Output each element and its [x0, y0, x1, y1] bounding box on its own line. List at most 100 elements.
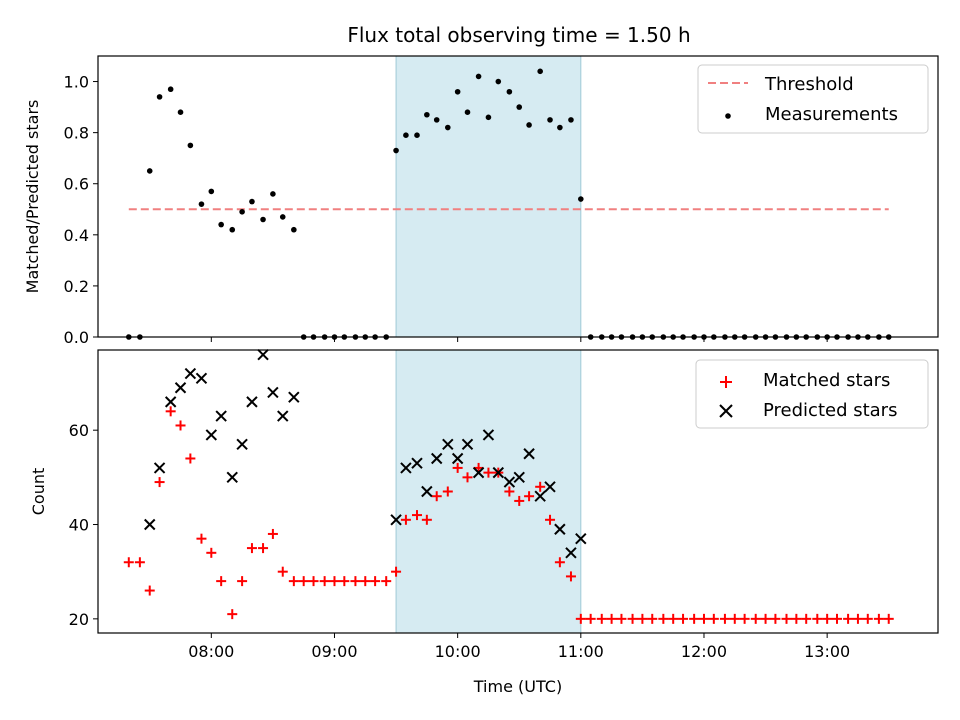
legend-box [695, 359, 929, 429]
matched-point [616, 613, 627, 624]
predicted-point [482, 429, 495, 441]
legend-threshold-label: Threshold [764, 74, 854, 95]
predicted-point [492, 466, 505, 479]
predicted-point [421, 485, 433, 498]
matched-point [391, 566, 402, 577]
measurement-point [403, 132, 409, 138]
matched-point [196, 533, 207, 544]
matched-point [668, 613, 679, 624]
predicted-point [153, 462, 166, 474]
matched-point [165, 406, 176, 417]
matched-point [329, 576, 340, 587]
matched-point [258, 543, 269, 554]
predicted-point [288, 391, 300, 403]
matched-point [708, 613, 719, 624]
predicted-point [442, 438, 454, 451]
measurement-point [557, 124, 563, 131]
matched-point [862, 613, 873, 624]
measurement-point [537, 68, 543, 75]
matched-point [606, 613, 617, 624]
measurement-point [444, 124, 451, 131]
matched-point [123, 557, 134, 568]
x-tick-label: 10:00 [435, 642, 481, 661]
matched-point [370, 576, 381, 587]
measurement-point [239, 209, 245, 215]
measurement-point [578, 196, 584, 202]
y-tick-label: 40 [69, 516, 89, 535]
matched-point [750, 613, 761, 624]
x-tick-label: 08:00 [188, 642, 234, 661]
predicted-point [554, 523, 566, 535]
predicted-point [431, 452, 443, 465]
matched-point [812, 613, 823, 624]
x-tick-label: 09:00 [311, 642, 357, 661]
matched-point [535, 481, 546, 492]
matched-point [596, 613, 607, 624]
legend-measurements-swatch [725, 113, 731, 119]
predicted-point [267, 386, 279, 399]
matched-point [822, 613, 833, 624]
predicted-point [544, 481, 556, 493]
matched-point [801, 613, 812, 624]
matched-point [185, 453, 196, 464]
measurement-point [156, 94, 163, 100]
matched-point [277, 566, 288, 577]
measurement-point [433, 117, 440, 123]
measurement-point [279, 214, 286, 220]
matched-point [298, 576, 309, 587]
matched-point [308, 576, 319, 587]
x-tick-label: 13:00 [804, 642, 850, 661]
measurement-point [475, 73, 482, 80]
measurement-point [198, 201, 205, 207]
predicted-point [184, 367, 197, 380]
matched-point [237, 576, 248, 587]
predicted-point [411, 457, 423, 469]
legend: Matched stars Predicted stars [695, 359, 929, 429]
measurement-point [146, 168, 153, 174]
matched-point [206, 547, 217, 558]
predicted-point [164, 396, 177, 408]
matched-point [698, 613, 709, 624]
predicted-point [523, 448, 535, 460]
matched-point [144, 585, 155, 596]
measurement-point [260, 216, 266, 223]
predicted-point [195, 372, 208, 385]
matched-point [658, 613, 669, 624]
y-axis-label: Matched/Predicted stars [23, 100, 42, 294]
matched-point [637, 613, 648, 624]
predicted-point [461, 438, 474, 451]
measurement-point [568, 117, 574, 123]
plot-frame [97, 349, 939, 634]
matched-point [412, 510, 423, 521]
y-tick-label: 0.0 [64, 328, 89, 347]
matched-point [227, 609, 238, 620]
matched-point [719, 613, 730, 624]
matched-point [760, 613, 771, 624]
matched-point [154, 477, 165, 488]
matched-point [554, 557, 565, 568]
predicted-point [144, 518, 156, 531]
matched-point [770, 613, 781, 624]
predicted-point [174, 382, 187, 394]
measurement-point [208, 188, 215, 195]
y-axis-label: Count [29, 468, 48, 516]
matched-point [504, 486, 515, 497]
predicted-point [503, 476, 516, 488]
measurement-point [291, 226, 297, 233]
predicted-point [451, 452, 464, 465]
matched-point [360, 576, 371, 587]
measurement-point [249, 198, 255, 205]
predicted-point [236, 438, 248, 451]
matched-point [421, 514, 432, 525]
plot-frame [97, 55, 939, 338]
matched-point [134, 557, 145, 568]
x-tick-label: 12:00 [681, 642, 727, 661]
matched-point [678, 613, 689, 624]
measurement-point [424, 111, 430, 118]
matched-point [689, 613, 700, 624]
x-tick-label: 11:00 [558, 642, 604, 661]
chart-title: Flux total observing time = 1.50 h [347, 23, 690, 47]
measurement-point [516, 104, 523, 110]
predicted-point [215, 410, 227, 422]
matched-point [442, 486, 453, 497]
